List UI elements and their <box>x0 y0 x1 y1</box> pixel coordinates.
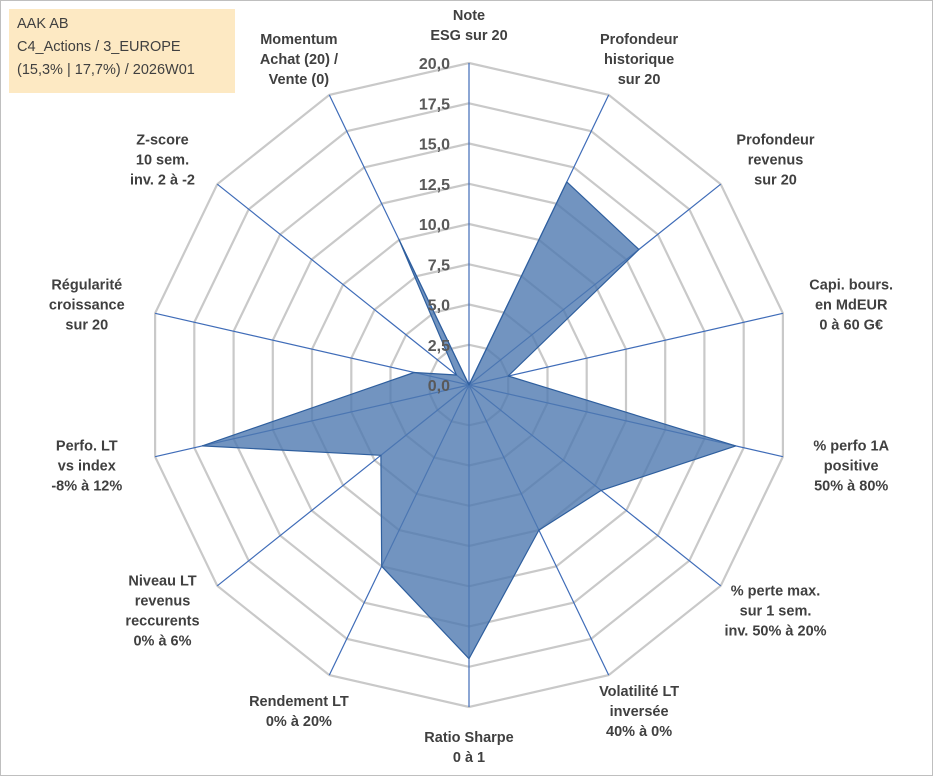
data-area <box>201 181 737 660</box>
axis-label-line: reccurents <box>125 614 199 630</box>
axis-label-line: Momentum <box>260 32 337 48</box>
tick-label: 7,5 <box>428 257 450 274</box>
tick-label: 12,5 <box>419 177 450 194</box>
axis-label-line: sur 1 sem. <box>740 604 812 620</box>
axis-label-line: 0 à 1 <box>453 750 485 766</box>
tick-label: 0,0 <box>428 378 450 395</box>
axis-label-line: sur 20 <box>618 72 661 88</box>
axis-label-9: Rendement LT 0% à 20% <box>249 694 349 730</box>
axis-label-line: Capi. bours. <box>809 277 893 293</box>
axis-label-line: Rendement LT <box>249 694 349 710</box>
axis-label-line: 0% à 6% <box>133 634 191 650</box>
axis-label-line: Profondeur <box>600 32 678 48</box>
axis-label-8: Ratio Sharpe 0 à 1 <box>424 730 513 766</box>
axis-label-line: sur 20 <box>754 172 797 188</box>
axis-label-line: Ratio Sharpe <box>424 730 513 746</box>
axis-label-line: -8% à 12% <box>51 479 122 495</box>
spoke-13 <box>216 183 470 386</box>
spoke-4 <box>468 312 784 386</box>
axis-label-10: Niveau LT revenus reccurents 0% à 6% <box>125 574 199 650</box>
axis-label-12: Régularité croissance sur 20 <box>49 277 125 333</box>
axis-label-line: inv. 2 à -2 <box>130 172 195 188</box>
axis-label-line: Vente (0) <box>269 72 330 88</box>
axis-label-line: Volatilité LT <box>599 684 679 700</box>
axis-label-line: Z-score <box>136 132 188 148</box>
axis-label-line: Achat (20) / <box>260 52 338 68</box>
axis-label-line: 50% à 80% <box>814 479 888 495</box>
axis-label-line: Régularité <box>51 277 122 293</box>
axis-label-line: positive <box>824 459 879 475</box>
axis-label-13: Z-score 10 sem. inv. 2 à -2 <box>130 132 195 188</box>
tick-label: 20,0 <box>419 56 450 73</box>
axis-label-line: croissance <box>49 297 125 313</box>
axis-label-2: Profondeur historique sur 20 <box>600 32 678 88</box>
axis-label-line: revenus <box>135 594 191 610</box>
axis-label-11: Perfo. LT vs index -8% à 12% <box>51 439 122 495</box>
tick-label: 15,0 <box>419 137 450 154</box>
tick-label: 10,0 <box>419 217 450 234</box>
axis-label-line: % perte max. <box>731 584 820 600</box>
axis-label-line: inversée <box>610 704 669 720</box>
axis-label-line: Profondeur <box>736 132 814 148</box>
info-line-3: (15,3% | 17,7%) / 2026W01 <box>17 62 195 78</box>
axis-label-line: Note <box>453 8 485 24</box>
tick-label: 2,5 <box>428 338 450 355</box>
info-box: AAK AB C4_Actions / 3_EUROPE (15,3% | 17… <box>9 9 235 93</box>
tick-label: 5,0 <box>428 298 450 315</box>
axis-label-line: Niveau LT <box>128 574 196 590</box>
axis-label-line: inv. 50% à 20% <box>724 624 826 640</box>
tick-label: 17,5 <box>419 96 450 113</box>
info-line-2: C4_Actions / 3_EUROPE <box>17 39 181 55</box>
axis-label-4: Capi. bours. en MdEUR 0 à 60 G€ <box>809 277 893 333</box>
axis-label-line: sur 20 <box>65 317 108 333</box>
axis-label-line: vs index <box>58 459 116 475</box>
axis-label-5: % perfo 1A positive 50% à 80% <box>813 439 889 495</box>
axis-label-line: en MdEUR <box>815 297 888 313</box>
axis-label-line: 0% à 20% <box>266 714 332 730</box>
axis-label-14: Momentum Achat (20) / Vente (0) <box>260 32 338 88</box>
axis-label-line: ESG sur 20 <box>430 28 507 44</box>
axis-label-7: Volatilité LT inversée 40% à 0% <box>599 684 679 740</box>
axis-label-1: Note ESG sur 20 <box>430 8 507 44</box>
axis-label-line: 10 sem. <box>136 152 189 168</box>
axis-label-line: Perfo. LT <box>56 439 118 455</box>
axis-label-line: % perfo 1A <box>813 439 889 455</box>
axis-label-line: historique <box>604 52 674 68</box>
axis-label-line: 0 à 60 G€ <box>819 317 883 333</box>
info-line-1: AAK AB <box>17 16 69 32</box>
axis-label-6: % perte max. sur 1 sem. inv. 50% à 20% <box>724 584 826 640</box>
axis-label-line: 40% à 0% <box>606 724 672 740</box>
axis-label-3: Profondeur revenus sur 20 <box>736 132 814 188</box>
axis-label-line: revenus <box>748 152 804 168</box>
